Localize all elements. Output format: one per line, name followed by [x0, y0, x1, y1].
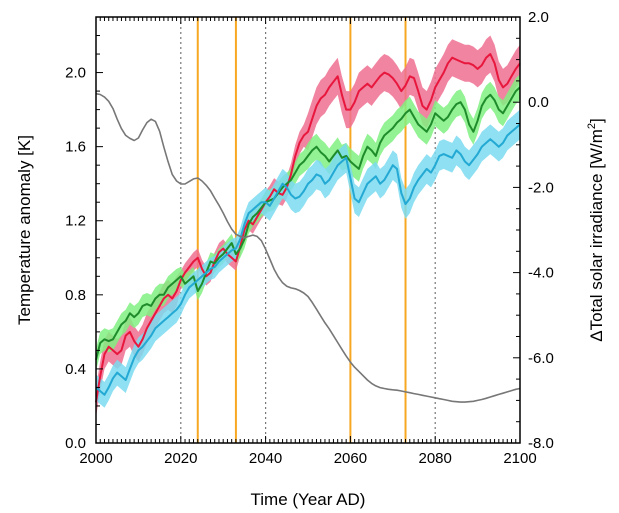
- y-left-tick-label: 1.6: [65, 139, 86, 156]
- y-right-tick-label: -2.0: [528, 179, 554, 196]
- y-axis-right-title-close: ]: [587, 118, 606, 123]
- tick-labels: 2000 2020 2040 2060 2080 2100 0.0 0.4 0.8 1.2 1.6 2…: [65, 9, 554, 467]
- x-tick-label: 2040: [249, 450, 282, 467]
- red-uncertainty-band: [96, 35, 520, 418]
- y-left-tick-label: 0.0: [65, 435, 86, 452]
- y-right-tick-label: 0.0: [528, 94, 549, 111]
- uncertainty-bands: [96, 35, 520, 418]
- plot-background: [96, 17, 520, 443]
- y-axis-left-title: Temperature anomaly [K]: [15, 135, 34, 325]
- green-series-line: [95, 86, 521, 360]
- axis-ticks: [95, 16, 521, 444]
- y-axis-right-title-main: ΔTotal solar irradiance [W/m: [587, 129, 606, 342]
- y-right-tick-label: 2.0: [528, 9, 549, 26]
- y-left-tick-label: 0.8: [65, 287, 86, 304]
- series-lines: [95, 53, 521, 403]
- x-axis-title: Time (Year AD): [251, 490, 366, 509]
- x-tick-label: 2060: [334, 450, 367, 467]
- y-axis-right-title-superscript: 2: [586, 123, 598, 129]
- y-right-tick-label: -8.0: [528, 435, 554, 452]
- x-tick-label: 2080: [419, 450, 452, 467]
- y-left-tick-label: 0.4: [65, 361, 86, 378]
- y-axis-right-title: ΔTotal solar irradiance [W/m2]: [586, 118, 606, 341]
- y-left-tick-label: 2.0: [65, 65, 86, 82]
- y-left-tick-label: 1.2: [65, 213, 86, 230]
- blue-series-line: [95, 123, 521, 396]
- y-right-tick-label: -4.0: [528, 265, 554, 282]
- blue-uncertainty-band: [96, 109, 520, 408]
- x-tick-label: 2020: [164, 450, 197, 467]
- y-right-tick-label: -6.0: [528, 350, 554, 367]
- x-tick-label: 2000: [79, 450, 112, 467]
- x-tick-label: 2100: [503, 450, 536, 467]
- gray-series-line: [95, 92, 521, 403]
- red-series-line: [95, 53, 521, 403]
